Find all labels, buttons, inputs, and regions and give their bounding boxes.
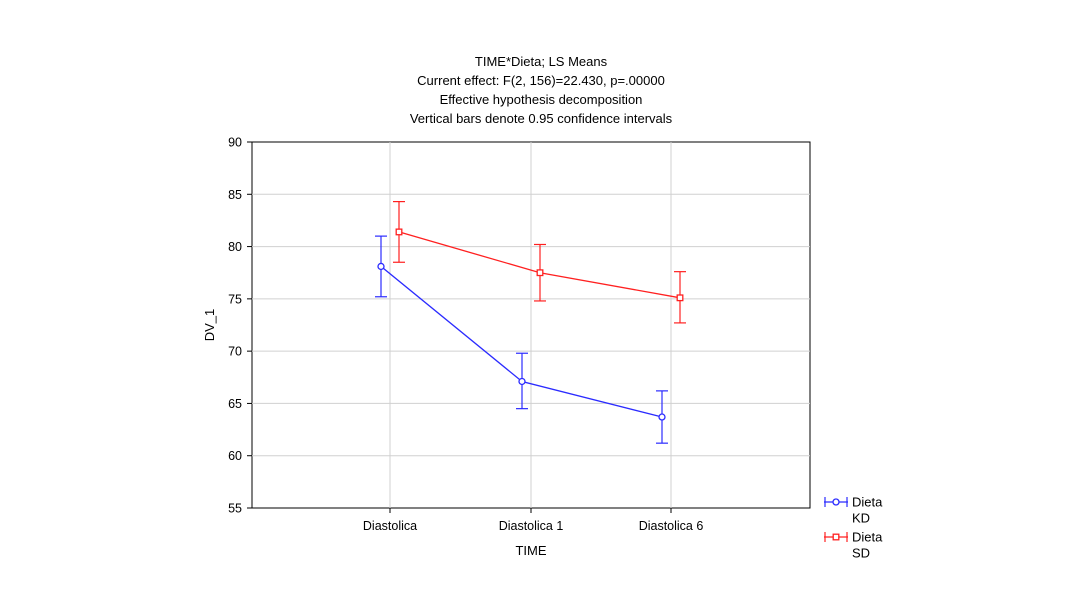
series-sd — [393, 201, 686, 324]
chart-title: TIME*Dieta; LS Means Current effect: F(2… — [410, 54, 673, 126]
title-line-1: TIME*Dieta; LS Means — [475, 54, 608, 69]
y-tick-label: 85 — [228, 188, 242, 202]
x-tick-label: Diastolica 1 — [499, 519, 564, 533]
x-axis-label: TIME — [515, 543, 546, 558]
data-point — [377, 262, 385, 271]
legend-marker — [832, 533, 840, 541]
y-tick-label: 80 — [228, 240, 242, 254]
data-point — [518, 377, 526, 386]
y-axis-label: DV_1 — [202, 309, 217, 342]
legend-marker — [832, 498, 840, 506]
y-tick-label: 55 — [228, 502, 242, 516]
legend-label-line1: Dieta — [852, 530, 883, 545]
y-tick-label: 65 — [228, 397, 242, 411]
x-tick-label: Diastolica 6 — [639, 519, 704, 533]
data-point — [536, 269, 544, 277]
series — [375, 201, 686, 444]
y-tick-label: 75 — [228, 292, 242, 306]
y-tick-label: 70 — [228, 345, 242, 359]
data-point — [658, 413, 666, 421]
title-line-2: Current effect: F(2, 156)=22.430, p=.000… — [417, 73, 665, 88]
legend-label-line2: SD — [852, 546, 870, 561]
x-axis-ticks: Diastolica Diastolica 1 Diastolica 6 — [363, 508, 703, 533]
data-point — [676, 294, 684, 302]
gridlines — [252, 142, 810, 508]
y-axis-ticks: 55 60 65 70 75 80 85 90 — [228, 136, 252, 516]
x-tick-label: Diastolica — [363, 519, 417, 533]
y-tick-label: 60 — [228, 449, 242, 463]
data-point — [395, 228, 403, 236]
title-line-4: Vertical bars denote 0.95 confidence int… — [410, 111, 673, 126]
y-tick-label: 90 — [228, 136, 242, 150]
legend-label-line1: Dieta — [852, 495, 883, 510]
series-kd — [375, 235, 668, 444]
legend-label-line2: KD — [852, 511, 870, 526]
title-line-3: Effective hypothesis decomposition — [440, 92, 643, 107]
